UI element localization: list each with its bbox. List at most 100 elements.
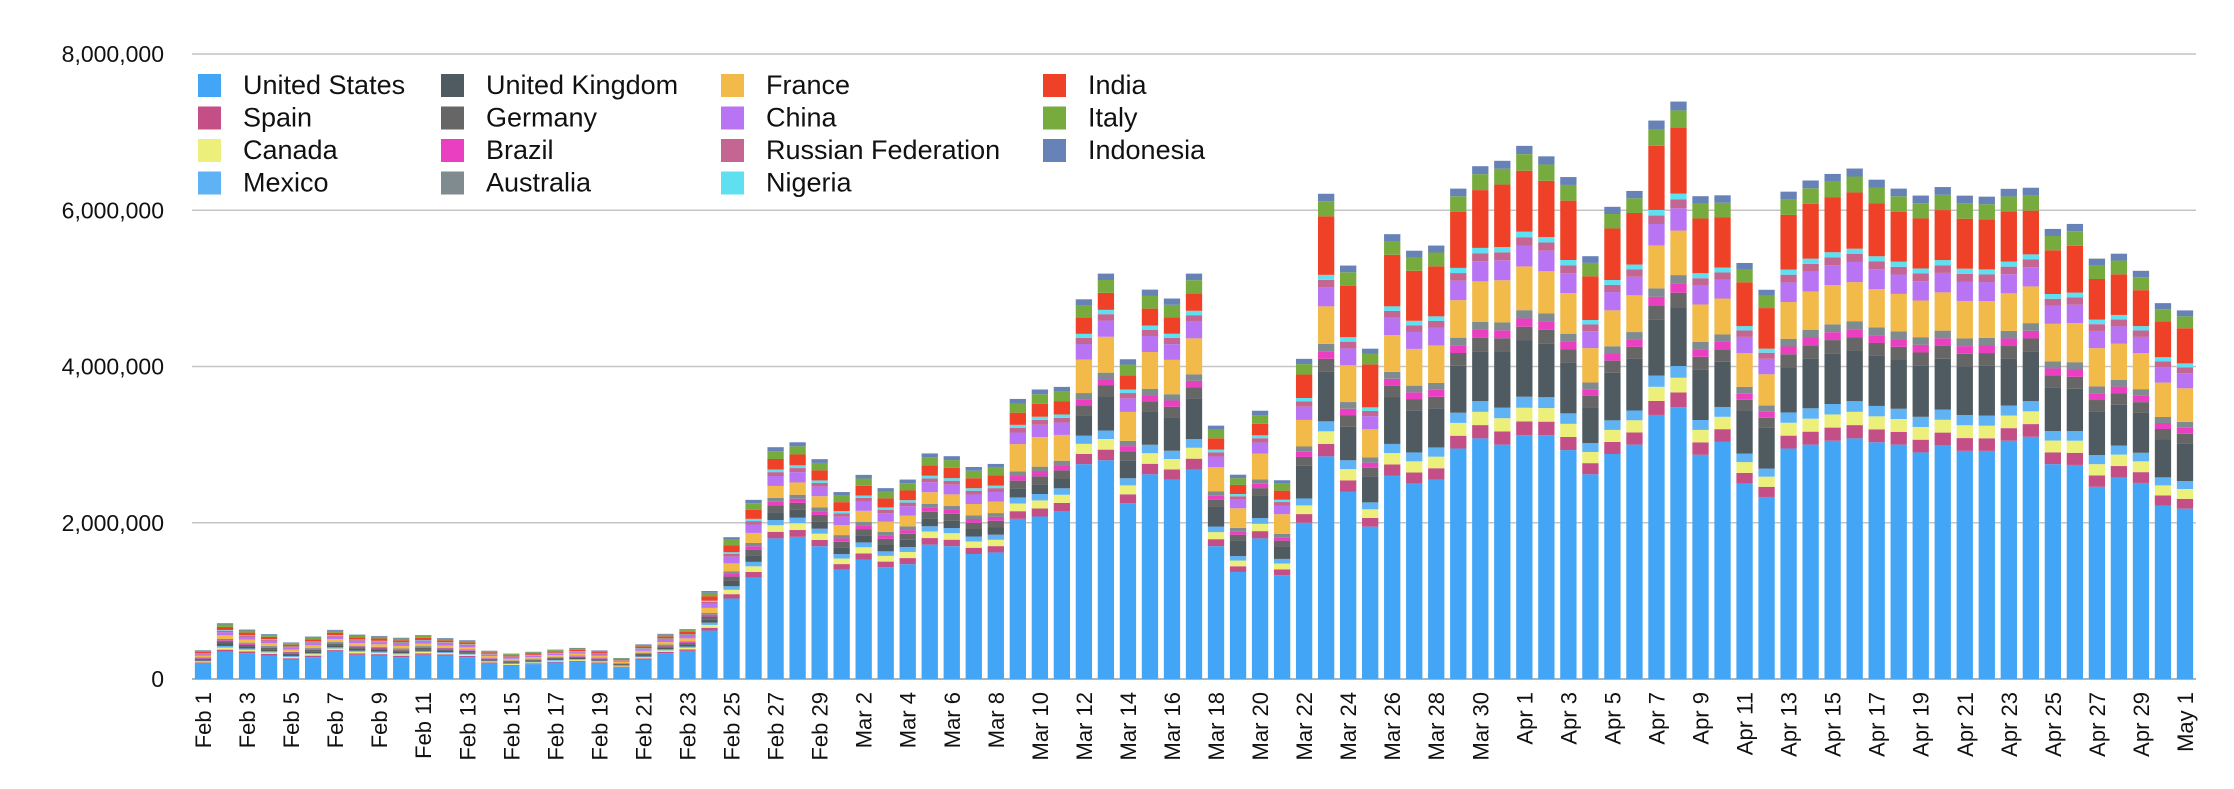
bar-stack bbox=[1714, 195, 1730, 679]
bar-segment bbox=[1274, 541, 1290, 547]
bar-segment bbox=[635, 655, 651, 656]
bar-segment bbox=[966, 519, 982, 523]
bar-segment bbox=[811, 459, 827, 463]
bar-segment bbox=[437, 638, 453, 639]
bar-stack bbox=[2067, 224, 2083, 679]
bar-segment bbox=[1032, 420, 1048, 425]
bar-segment bbox=[1560, 424, 1576, 437]
bar-segment bbox=[1626, 277, 1642, 296]
bar-segment bbox=[283, 658, 299, 659]
bar-segment bbox=[944, 540, 960, 546]
bar-segment bbox=[1208, 539, 1224, 546]
bar-segment bbox=[1472, 261, 1488, 281]
bar-stack bbox=[1979, 197, 1995, 679]
bar-segment bbox=[1384, 318, 1400, 335]
bar-segment bbox=[856, 479, 872, 486]
bar-segment bbox=[900, 480, 916, 484]
bar-segment bbox=[1869, 289, 1885, 327]
bar-segment bbox=[679, 638, 695, 641]
bar-segment bbox=[1780, 282, 1796, 302]
bar-segment bbox=[1098, 373, 1114, 379]
bar-segment bbox=[525, 661, 541, 662]
bar-segment bbox=[1208, 546, 1224, 679]
x-tick-label: Apr 25 bbox=[2041, 692, 2066, 757]
bar-segment bbox=[1274, 569, 1290, 575]
bar-segment bbox=[1626, 410, 1642, 420]
bar-segment bbox=[1164, 459, 1180, 469]
bar-segment bbox=[1847, 254, 1863, 262]
bar-segment bbox=[327, 635, 343, 636]
bar-segment bbox=[789, 530, 805, 537]
bar-segment bbox=[1230, 496, 1246, 499]
bar-segment bbox=[1824, 198, 1840, 253]
bar-segment bbox=[635, 646, 651, 648]
bar-segment bbox=[1252, 424, 1268, 436]
bar-segment bbox=[525, 655, 541, 656]
bar-segment bbox=[834, 513, 850, 516]
bar-segment bbox=[1098, 439, 1114, 450]
bar-segment bbox=[525, 653, 541, 654]
bar-segment bbox=[2111, 455, 2127, 466]
bar-segment bbox=[1538, 156, 1554, 164]
bar-segment bbox=[900, 530, 916, 534]
bar-segment bbox=[1957, 282, 1973, 301]
bar-segment bbox=[1648, 305, 1664, 319]
bar-segment bbox=[1428, 383, 1444, 390]
bar-segment bbox=[1296, 420, 1312, 447]
bar-segment bbox=[1076, 359, 1092, 393]
bar-segment bbox=[195, 659, 211, 660]
bar-segment bbox=[547, 658, 563, 659]
bar-stack bbox=[966, 467, 982, 679]
bar-stack bbox=[1538, 156, 1554, 679]
bar-stack bbox=[239, 630, 255, 679]
bar-stack bbox=[878, 488, 894, 679]
bar-segment bbox=[1406, 332, 1422, 349]
bar-segment bbox=[591, 650, 607, 651]
bar-segment bbox=[1494, 322, 1510, 330]
bar-segment bbox=[525, 657, 541, 659]
legend-swatch bbox=[721, 107, 744, 130]
bar-segment bbox=[1891, 445, 1907, 679]
bar-segment bbox=[723, 574, 739, 577]
bar-segment bbox=[305, 653, 321, 654]
bar-segment bbox=[1736, 462, 1752, 473]
bar-segment bbox=[1274, 491, 1290, 500]
bar-segment bbox=[1824, 404, 1840, 414]
legend-label: France bbox=[766, 70, 850, 100]
x-tick-label: Feb 19 bbox=[587, 692, 612, 761]
bar-segment bbox=[1428, 345, 1444, 383]
bar-segment bbox=[1494, 418, 1510, 431]
bar-segment bbox=[2133, 461, 2149, 472]
bar-segment bbox=[1076, 444, 1092, 454]
bar-segment bbox=[1758, 412, 1774, 418]
bar-stack bbox=[1340, 266, 1356, 679]
bar-segment bbox=[2045, 376, 2061, 388]
bar-segment bbox=[966, 529, 982, 537]
bar-segment bbox=[1560, 334, 1576, 342]
bar-segment bbox=[1692, 430, 1708, 442]
bar-segment bbox=[1714, 442, 1730, 680]
bar-segment bbox=[1428, 397, 1444, 409]
bar-segment bbox=[1692, 286, 1708, 305]
bar-segment bbox=[1362, 364, 1378, 407]
bar-segment bbox=[1362, 416, 1378, 429]
bar-segment bbox=[2067, 246, 2083, 293]
bar-segment bbox=[613, 659, 629, 660]
bar-segment bbox=[2155, 367, 2171, 382]
bar-segment bbox=[415, 649, 431, 651]
bar-segment bbox=[1913, 365, 1929, 417]
bar-segment bbox=[415, 648, 431, 649]
bar-segment bbox=[195, 663, 211, 679]
bar-segment bbox=[1296, 407, 1312, 420]
bar-segment bbox=[789, 465, 805, 468]
bar-segment bbox=[2111, 380, 2127, 387]
legend-label: Italy bbox=[1088, 103, 1138, 133]
bar-segment bbox=[239, 630, 255, 631]
bar-segment bbox=[856, 525, 872, 529]
bar-segment bbox=[900, 500, 916, 502]
bar-stack bbox=[922, 453, 938, 679]
bar-segment bbox=[1186, 439, 1202, 448]
bar-segment bbox=[635, 658, 651, 659]
bar-segment bbox=[745, 524, 761, 532]
